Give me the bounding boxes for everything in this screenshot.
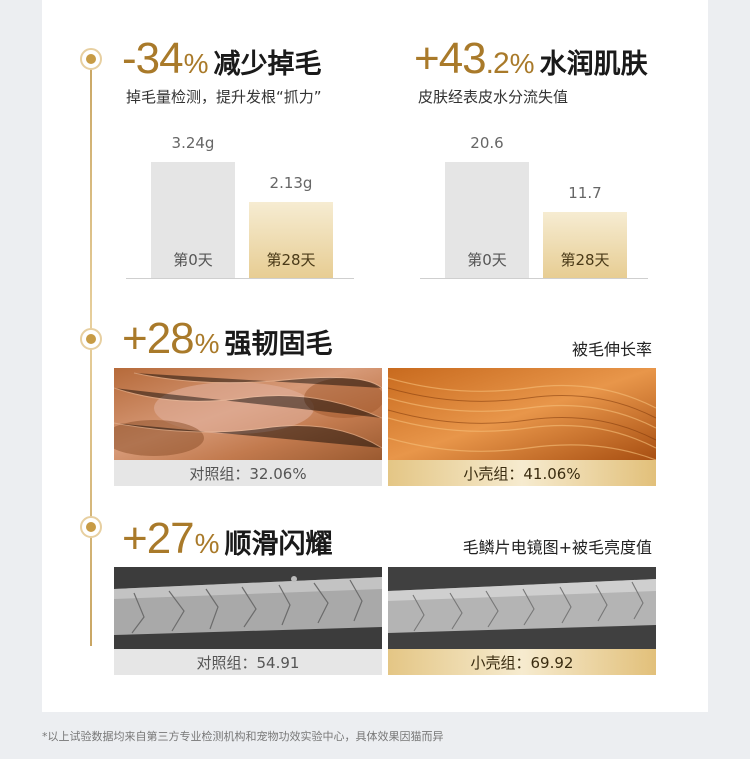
cat-fur-control-photo — [114, 368, 382, 460]
skin-moisture-chart-axis — [420, 278, 648, 279]
skin-moisture-bar-day28: 第28天 — [543, 212, 627, 278]
strength-control-caption: 对照组：32.06% — [114, 460, 382, 486]
smooth-control-caption: 对照组：54.91 — [114, 649, 382, 675]
skin-moisture-subtitle: 皮肤经表皮水分流失值 — [418, 88, 569, 106]
bar-label: 第0天 — [173, 251, 213, 269]
timeline-line — [90, 58, 92, 646]
smooth-stat: +27% — [122, 514, 220, 563]
timeline-dot-3 — [80, 516, 102, 538]
cat-fur-product-photo — [388, 368, 656, 460]
strength-product-caption: 小壳组：41.06% — [388, 460, 656, 486]
hair-loss-value-day28: 2.13g — [269, 174, 313, 192]
hair-loss-title: 减少掉毛 — [213, 49, 322, 80]
hair-loss-bar-day28: 第28天 — [249, 202, 333, 278]
skin-moisture-title: 水润肌肤 — [539, 49, 648, 80]
skin-moisture-stat: +43.2% — [414, 34, 535, 83]
elongation-label: 被毛伸长率 — [571, 340, 652, 359]
hair-loss-headline: -34% 减少掉毛 — [122, 34, 322, 84]
timeline-dot-2 — [80, 328, 102, 350]
skin-moisture-bar-day0: 第0天 — [445, 162, 529, 278]
hair-loss-stat: -34% — [122, 34, 208, 83]
skin-moisture-value-day28: 11.7 — [568, 184, 602, 202]
disclaimer-footnote: *以上试验数据均来自第三方专业检测机构和宠物功效实验中心，具体效果因猫而异 — [42, 730, 444, 743]
hair-loss-subtitle: 掉毛量检测，提升发根“抓力” — [126, 88, 322, 106]
strength-headline: +28% 强韧固毛 — [122, 314, 333, 364]
hair-cuticle-product-photo — [388, 567, 656, 649]
bar-label: 第0天 — [467, 251, 507, 269]
hair-loss-value-day0: 3.24g — [171, 134, 215, 152]
bar-label: 第28天 — [266, 251, 316, 269]
hair-cuticle-control-photo — [114, 567, 382, 649]
hair-loss-bar-day0: 第0天 — [151, 162, 235, 278]
bar-label: 第28天 — [560, 251, 610, 269]
hair-loss-chart-axis — [126, 278, 354, 279]
microscope-label: 毛鳞片电镜图+被毛亮度值 — [462, 538, 652, 557]
timeline-dot-1 — [80, 48, 102, 70]
smooth-title: 顺滑闪耀 — [224, 529, 333, 560]
smooth-product-caption: 小壳组：69.92 — [388, 649, 656, 675]
strength-title: 强韧固毛 — [224, 329, 333, 360]
skin-moisture-headline: +43.2% 水润肌肤 — [414, 34, 648, 84]
strength-stat: +28% — [122, 314, 220, 363]
smooth-headline: +27% 顺滑闪耀 — [122, 514, 333, 564]
skin-moisture-value-day0: 20.6 — [470, 134, 504, 152]
